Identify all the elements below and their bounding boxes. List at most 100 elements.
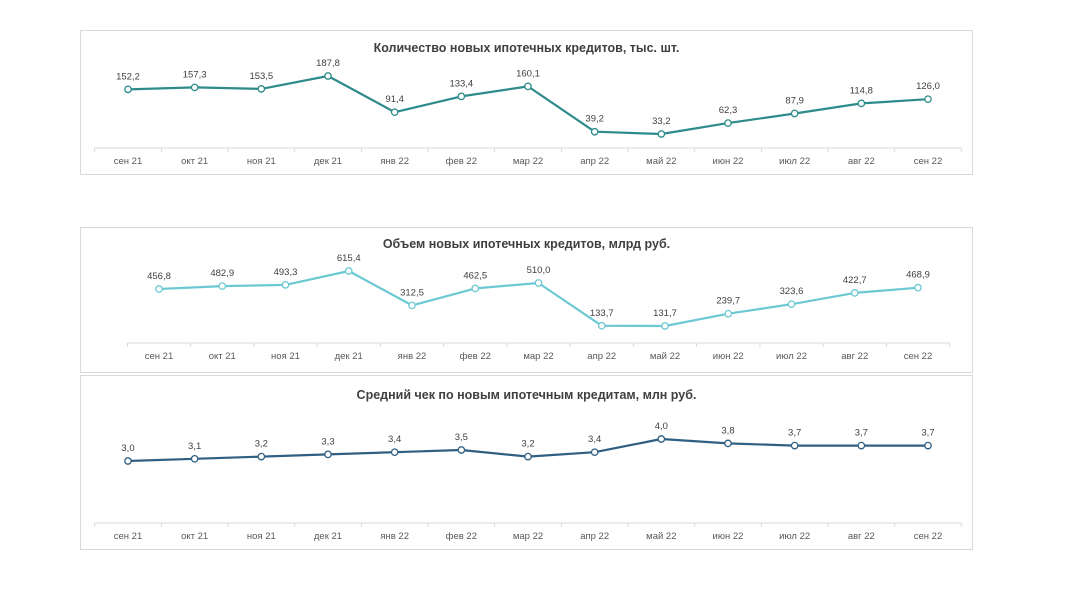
data-point — [661, 322, 669, 330]
x-tick-label: янв 22 — [398, 351, 427, 362]
x-tick-label: фев 22 — [460, 351, 491, 362]
x-tick-label: окт 21 — [181, 156, 208, 167]
data-point — [218, 282, 227, 290]
x-tick-label: июл 22 — [779, 531, 810, 542]
data-label: 4,0 — [655, 421, 668, 432]
data-point — [724, 439, 732, 448]
data-point — [257, 85, 266, 93]
data-point — [124, 457, 132, 465]
data-label: 3,4 — [588, 434, 601, 445]
x-tick-label: сен 22 — [914, 156, 943, 167]
x-tick-label: май 22 — [646, 156, 676, 167]
data-point — [457, 92, 466, 101]
data-point — [790, 441, 799, 450]
data-label: 3,4 — [388, 434, 401, 445]
data-label: 187,8 — [316, 58, 340, 69]
x-tick-label: окт 21 — [181, 531, 208, 542]
data-point — [924, 441, 932, 450]
data-label: 3,2 — [521, 439, 534, 450]
data-point — [124, 85, 132, 94]
data-label: 131,7 — [653, 308, 677, 319]
data-point — [790, 109, 799, 118]
data-point — [590, 448, 599, 457]
data-point — [524, 452, 532, 461]
data-point — [597, 321, 606, 330]
data-point — [724, 309, 733, 318]
data-point — [324, 450, 332, 459]
data-label: 3,1 — [188, 441, 201, 452]
data-point — [657, 435, 666, 443]
data-label: 133,4 — [449, 78, 473, 89]
x-tick-label: мар 22 — [513, 156, 543, 167]
chart-title: Средний чек по новым ипотечным кредитам,… — [356, 388, 697, 402]
data-label: 493,3 — [274, 267, 298, 278]
line-chart-average-check: сен 21 окт 21 ноя 21 дек 21 янв 22 фев 22 мар … — [94, 421, 962, 542]
x-tick-label: янв 22 — [380, 531, 409, 542]
line-chart-mortgage-volume: сен 21 окт 21 ноя 21 дек 21 янв 22 фев 22 мар … — [126, 253, 951, 362]
data-point — [190, 83, 199, 92]
data-label: 114,8 — [850, 85, 873, 96]
chart-title: Объем новых ипотечных кредитов, млрд руб… — [382, 237, 671, 251]
x-tick-label: июн 22 — [713, 351, 744, 362]
x-tick-label: ноя 21 — [271, 351, 300, 362]
data-point — [590, 127, 599, 136]
data-label: 39,2 — [585, 114, 604, 125]
data-label: 153,5 — [249, 71, 273, 82]
x-tick-label: фев 22 — [446, 156, 477, 167]
data-label: 239,7 — [716, 296, 740, 307]
data-point — [850, 289, 859, 297]
x-tick-label: сен 21 — [114, 156, 143, 167]
data-point — [155, 285, 163, 293]
data-label: 133,7 — [590, 308, 614, 319]
x-tick-label: июн 22 — [713, 531, 744, 542]
data-point — [524, 82, 532, 91]
data-point — [408, 301, 416, 310]
x-tick-label: сен 22 — [914, 531, 943, 542]
data-label: 3,8 — [721, 425, 734, 436]
chart-title: Количество новых ипотечных кредитов, тыс… — [373, 41, 680, 55]
x-tick-label: июл 22 — [776, 351, 807, 362]
data-point — [787, 300, 796, 309]
x-tick-label: сен 21 — [145, 351, 174, 362]
x-tick-label: авг 22 — [841, 351, 868, 362]
data-point — [390, 448, 399, 457]
data-label: 468,9 — [906, 270, 930, 281]
data-label: 462,5 — [463, 270, 487, 281]
data-label: 312,5 — [400, 287, 424, 298]
data-label: 3,7 — [855, 428, 868, 439]
data-point — [724, 119, 732, 127]
x-tick-label: авг 22 — [848, 156, 875, 167]
data-label: 87,9 — [785, 95, 804, 106]
x-tick-label: окт 21 — [209, 351, 236, 362]
data-point — [324, 72, 332, 80]
x-tick-label: дек 21 — [314, 156, 342, 167]
data-label: 33,2 — [652, 116, 671, 127]
data-label: 157,3 — [183, 69, 207, 80]
data-point — [857, 441, 866, 450]
data-label: 3,3 — [321, 436, 334, 447]
data-point — [281, 281, 290, 289]
x-tick-label: апр 22 — [587, 351, 616, 362]
x-tick-label: дек 21 — [314, 531, 342, 542]
x-tick-label: янв 22 — [380, 156, 409, 167]
chart-panel-average-check: Средний чек по новым ипотечным кредитам,… — [80, 375, 973, 550]
data-label: 3,5 — [455, 432, 468, 443]
data-label: 323,6 — [780, 286, 804, 297]
line-chart-mortgage-count: сен 21 окт 21 ноя 21 дек 21 янв 22 фев 22 мар … — [94, 58, 962, 167]
x-tick-label: май 22 — [646, 531, 676, 542]
data-label: 456,8 — [147, 271, 171, 282]
x-tick-label: мар 22 — [513, 531, 543, 542]
x-tick-label: ноя 21 — [247, 531, 276, 542]
data-label: 482,9 — [210, 268, 234, 279]
data-point — [344, 267, 353, 275]
data-point — [257, 452, 266, 461]
x-tick-label: июн 22 — [713, 156, 744, 167]
data-label: 3,7 — [921, 428, 934, 439]
data-label: 510,0 — [527, 265, 551, 276]
data-point — [190, 454, 199, 463]
chart-panel-mortgage-count: Количество новых ипотечных кредитов, тыс… — [80, 30, 973, 175]
data-point — [471, 284, 480, 293]
x-tick-label: фев 22 — [446, 531, 477, 542]
data-label: 160,1 — [516, 68, 540, 79]
data-point — [534, 279, 543, 287]
